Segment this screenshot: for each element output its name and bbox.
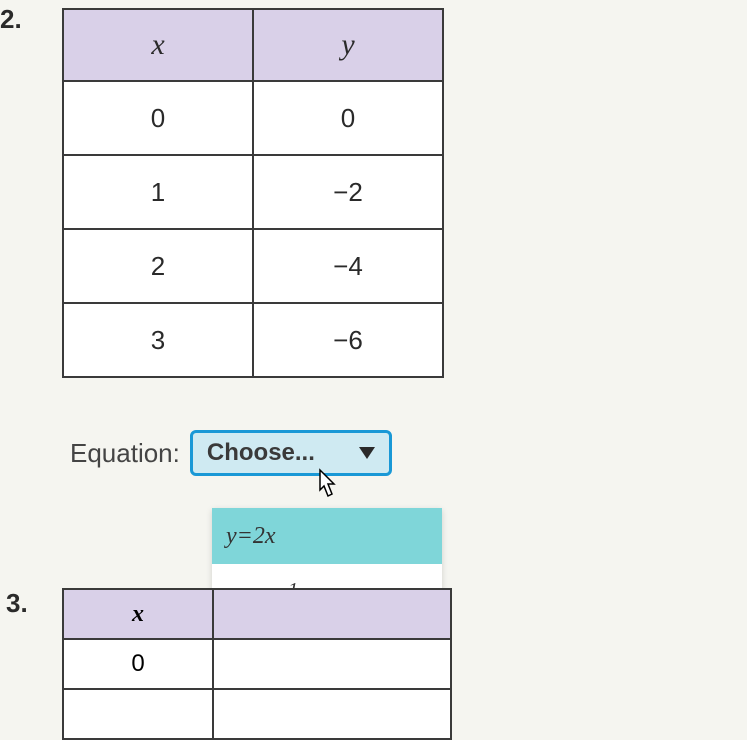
equation-row: Equation: Choose...	[70, 430, 392, 476]
cell-x: 0	[63, 639, 213, 689]
chevron-down-icon	[359, 447, 375, 459]
table-row: 2 −4	[63, 229, 443, 303]
cell-y: 0	[253, 81, 443, 155]
xy-table: x y 0 0 1 −2 2 −4 3 −6	[62, 8, 444, 378]
table-row: 0	[63, 639, 451, 689]
table-row: 0 0	[63, 81, 443, 155]
cell-x: 3	[63, 303, 253, 377]
cell-x	[63, 689, 213, 739]
table3-header-x: x	[63, 589, 213, 639]
question-number-2: 2.	[0, 4, 22, 35]
cell-y: −6	[253, 303, 443, 377]
cell-x: 1	[63, 155, 253, 229]
dropdown-selected-text: Choose...	[207, 439, 315, 467]
table-row	[63, 689, 451, 739]
cell-y: −2	[253, 155, 443, 229]
cell-y	[213, 689, 451, 739]
table-row: 1 −2	[63, 155, 443, 229]
table-header-x: x	[63, 9, 253, 81]
equation-dropdown[interactable]: Choose...	[190, 430, 392, 476]
table-q2: x y 0 0 1 −2 2 −4 3 −6	[62, 8, 444, 378]
table-q3: x 0	[62, 588, 452, 740]
cell-x: 0	[63, 81, 253, 155]
cell-x: 2	[63, 229, 253, 303]
equation-label: Equation:	[70, 438, 180, 469]
cell-y: −4	[253, 229, 443, 303]
dropdown-option-1[interactable]: y=2x	[212, 508, 442, 564]
xy-table-3: x 0	[62, 588, 452, 740]
table-row: 3 −6	[63, 303, 443, 377]
table-header-y: y	[253, 9, 443, 81]
question-number-3: 3.	[6, 588, 28, 619]
cell-y	[213, 639, 451, 689]
table3-header-y	[213, 589, 451, 639]
